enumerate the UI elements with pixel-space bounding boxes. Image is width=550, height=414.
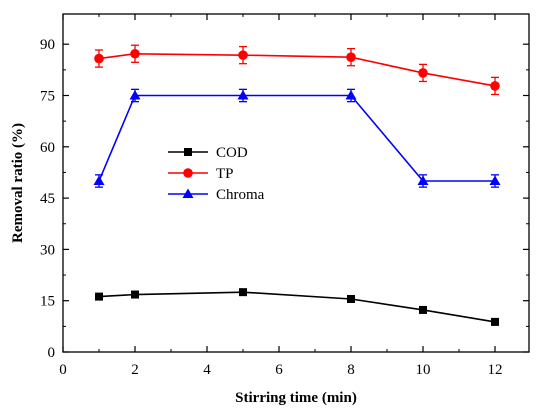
legend-marker: [183, 168, 193, 178]
x-tick-label: 0: [59, 362, 67, 378]
cod-point: [419, 305, 427, 314]
x-tick-label: 2: [131, 362, 139, 378]
chroma-point: [417, 175, 429, 185]
y-tick-label: 90: [40, 37, 55, 53]
legend-label: Chroma: [216, 187, 265, 203]
y-axis-title: Removal ratio (%): [10, 123, 26, 243]
cod-point: [491, 317, 499, 326]
series-group: [93, 44, 501, 326]
legend-label: COD: [216, 145, 248, 161]
y-tick-label: 60: [40, 140, 55, 156]
x-tick-label: 6: [275, 362, 283, 378]
legend: COD TP Chroma: [168, 145, 265, 203]
legend-label: TP: [216, 166, 234, 182]
series-chroma: [93, 88, 501, 188]
legend-item-cod: COD: [168, 145, 248, 161]
legend-item-tp: TP: [168, 166, 234, 182]
chroma-point: [237, 90, 249, 100]
tp-point: [418, 68, 428, 78]
y-tick-label: 45: [40, 191, 55, 207]
legend-marker: [184, 148, 192, 156]
y-tick-label: 30: [40, 242, 55, 258]
cod-point: [347, 294, 355, 303]
tp-point: [94, 53, 104, 64]
x-axis-title: Stirring time (min): [235, 390, 357, 406]
tp-line: [98, 52, 496, 87]
y-tick-label: 0: [48, 345, 56, 361]
tp-point: [346, 52, 356, 62]
x-tick-label: 8: [347, 362, 355, 378]
series-cod: [95, 288, 499, 326]
chroma-line: [98, 94, 495, 182]
legend-item-chroma: Chroma: [168, 187, 265, 203]
x-tick-label: 4: [203, 362, 211, 378]
x-tick-label: 10: [416, 362, 431, 378]
cod-point: [131, 290, 139, 299]
cod-point: [239, 288, 247, 297]
legend-marker: [182, 188, 194, 198]
tp-point: [130, 48, 140, 59]
chroma-point: [93, 175, 105, 185]
plot-frame: [62, 13, 530, 353]
y-tick-label: 15: [40, 294, 55, 310]
x-tick-label: 12: [488, 362, 503, 378]
y-tick-label: 75: [40, 89, 55, 105]
chroma-point: [345, 90, 357, 100]
chroma-point: [489, 175, 501, 185]
tp-point: [490, 81, 500, 91]
cod-line: [98, 291, 496, 323]
cod-point: [95, 292, 103, 301]
chroma-point: [129, 90, 141, 100]
tp-point: [238, 50, 248, 60]
axis-ticks: 0 2 4 6 8 10 12 0 15 30 45 60 75 90: [40, 14, 529, 378]
series-tp: [94, 44, 500, 96]
